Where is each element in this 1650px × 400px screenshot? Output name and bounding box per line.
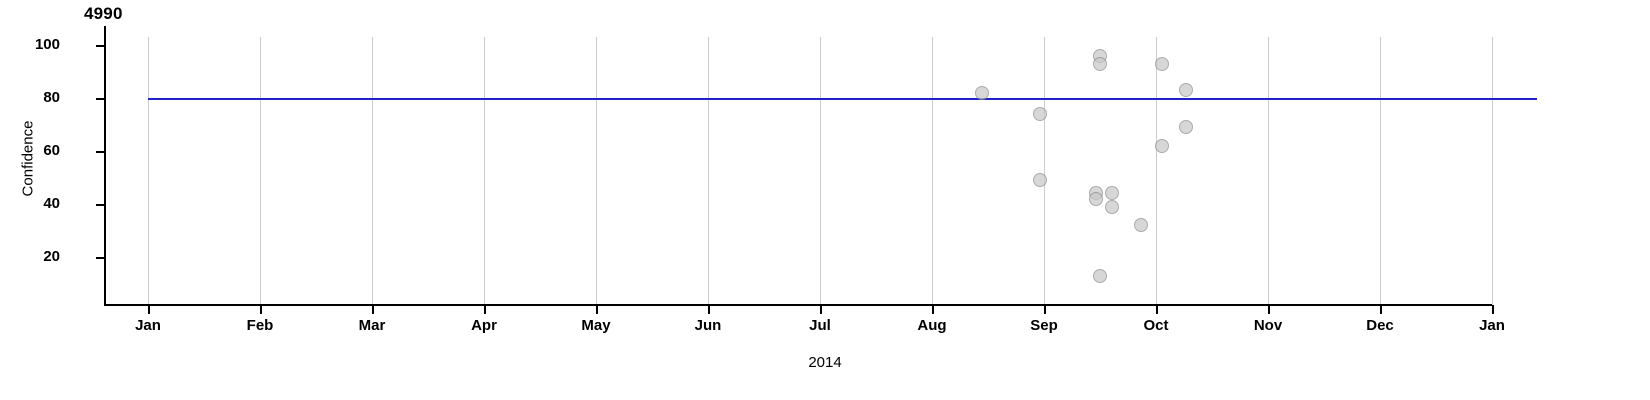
data-point[interactable] <box>1154 138 1169 153</box>
data-point[interactable] <box>1105 199 1120 214</box>
y-tick-label-60: 60 <box>43 142 60 159</box>
x-tick-mark-11 <box>1380 305 1382 314</box>
x-tick-label-mar-2: Mar <box>358 317 386 334</box>
x-tick-mark-12 <box>1492 305 1494 314</box>
x-axis-line <box>104 304 1492 306</box>
data-point[interactable] <box>1154 56 1169 71</box>
y-tick-mark-20 <box>96 257 105 259</box>
y-tick-label-40: 40 <box>43 195 60 212</box>
y-tick-mark-60 <box>96 151 105 153</box>
data-point[interactable] <box>1179 83 1194 98</box>
y-tick-label-20: 20 <box>43 248 60 265</box>
x-tick-label-jan-12: Jan <box>1479 317 1505 334</box>
gridline-dec-11 <box>1380 37 1381 305</box>
y-tick-mark-80 <box>96 98 105 100</box>
chart-title: 4990 <box>84 4 123 23</box>
x-tick-label-sep-8: Sep <box>1030 317 1058 334</box>
y-tick-mark-40 <box>96 204 105 206</box>
gridline-oct-9 <box>1156 37 1157 305</box>
data-point[interactable] <box>1105 186 1120 201</box>
gridline-sep-8 <box>1044 37 1045 305</box>
x-tick-mark-8 <box>1044 305 1046 314</box>
x-tick-mark-4 <box>596 305 598 314</box>
reference-line <box>148 98 1537 100</box>
x-tick-mark-1 <box>260 305 262 314</box>
x-tick-label-jul-6: Jul <box>809 317 831 334</box>
data-point[interactable] <box>1093 56 1107 71</box>
x-tick-mark-3 <box>484 305 486 314</box>
y-tick-mark-100 <box>96 45 105 47</box>
data-point[interactable] <box>1032 106 1047 121</box>
gridline-mar-2 <box>372 37 373 305</box>
x-tick-mark-6 <box>820 305 822 314</box>
gridline-may-4 <box>596 37 597 305</box>
data-point[interactable] <box>1134 218 1149 233</box>
data-point[interactable] <box>1088 191 1103 206</box>
x-tick-label-feb-1: Feb <box>246 317 274 334</box>
x-tick-label-apr-3: Apr <box>471 317 497 334</box>
data-point[interactable] <box>1179 120 1194 135</box>
x-tick-mark-7 <box>932 305 934 314</box>
y-tick-label-80: 80 <box>43 89 60 106</box>
x-tick-label-dec-11: Dec <box>1366 317 1394 334</box>
x-tick-label-oct-9: Oct <box>1143 317 1169 334</box>
y-tick-label-100: 100 <box>34 36 60 53</box>
x-tick-label-aug-7: Aug <box>917 317 947 334</box>
y-axis-line <box>104 26 106 305</box>
x-tick-mark-0 <box>148 305 150 314</box>
x-tick-label-jun-5: Jun <box>694 317 722 334</box>
gridline-jul-6 <box>820 37 821 305</box>
data-point[interactable] <box>1032 173 1047 188</box>
x-tick-label-nov-10: Nov <box>1253 317 1283 334</box>
gridline-aug-7 <box>932 37 933 305</box>
gridline-jan-12 <box>1492 37 1493 305</box>
gridline-feb-1 <box>260 37 261 305</box>
gridline-apr-3 <box>484 37 485 305</box>
gridline-nov-10 <box>1268 37 1269 305</box>
x-tick-mark-10 <box>1268 305 1270 314</box>
x-tick-label-may-4: May <box>581 317 611 334</box>
x-tick-mark-2 <box>372 305 374 314</box>
x-tick-label-jan-0: Jan <box>135 317 161 334</box>
x-tick-mark-5 <box>708 305 710 314</box>
data-point[interactable] <box>1093 268 1107 283</box>
x-axis-title: 2014 <box>808 354 842 371</box>
gridline-jun-5 <box>708 37 709 305</box>
gridline-jan-0 <box>148 37 149 305</box>
x-tick-mark-9 <box>1156 305 1158 314</box>
data-point[interactable] <box>975 85 990 100</box>
